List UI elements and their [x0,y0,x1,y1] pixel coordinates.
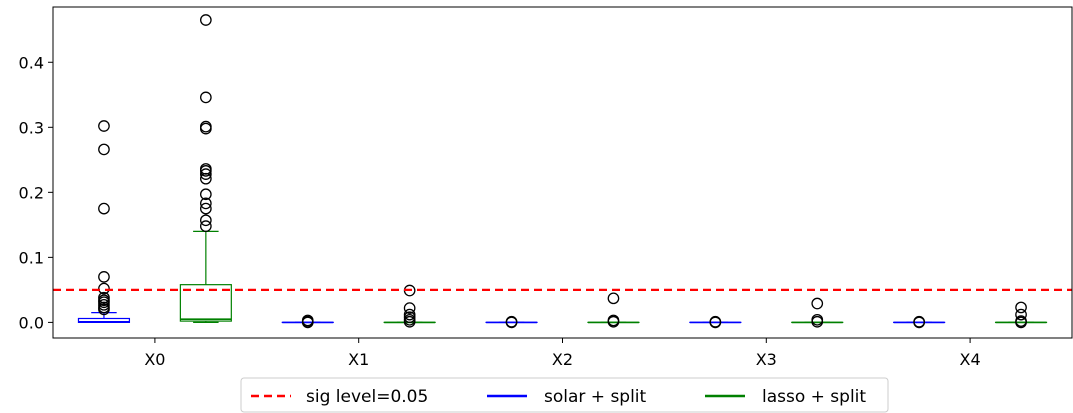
box-iqr [179,284,232,322]
outlier-point [607,292,620,305]
outlier-point [505,316,518,329]
outlier-point [200,197,212,210]
outlier-point [200,122,212,135]
box-lasso-X4 [994,301,1048,329]
outlier-point [200,214,212,227]
outlier-point [98,120,110,132]
box-solar-X0 [77,120,131,323]
x-axis: X0 X1 X2 X3 X4 [144,338,981,369]
outlier-point [200,220,212,232]
outlier-point [709,316,722,329]
outlier-point [811,315,824,328]
y-tick-label: 0.2 [19,183,44,202]
outlier-point [98,202,110,215]
plot-area [53,14,1072,329]
outlier-point [607,315,620,328]
outlier-point [200,202,212,215]
box-solar-X4 [893,315,946,329]
x-tick-label: X3 [756,350,777,369]
legend-label-threshold: sig level=0.05 [306,387,428,407]
box-lasso-X2 [587,292,640,328]
y-tick-label: 0.1 [19,248,44,267]
outlier-point [200,188,212,201]
legend: sig level=0.05 solar + split lasso + spl… [240,377,889,413]
outlier-point [403,302,416,314]
outlier-point [98,143,110,156]
outlier-point [811,297,824,310]
y-tick-label: 0.4 [19,53,44,72]
legend-label-lasso: lasso + split [762,387,866,407]
y-tick-label: 0.0 [19,313,44,332]
x-tick-label: X4 [960,350,981,369]
legend-label-solar: solar + split [544,387,647,407]
outlier-point [200,165,212,177]
box-solar-X3 [689,315,742,329]
box-solar-X1 [281,314,334,329]
y-tick-label: 0.3 [19,118,44,137]
x-tick-label: X1 [348,350,369,369]
outlier-point [301,316,314,329]
outlier-point [200,14,212,26]
outlier-point [98,271,110,283]
outlier-point [200,168,212,180]
legend-frame [240,377,889,413]
outlier-point [403,315,416,328]
x-tick-label: X0 [144,350,165,369]
outlier-point [98,282,110,295]
outlier-point [913,316,926,329]
outlier-point [200,91,212,104]
outlier-point [1015,316,1027,329]
outlier-point [1015,301,1027,314]
box-lasso-X3 [791,297,844,328]
y-axis: 0.0 0.1 0.2 0.3 0.4 [19,53,53,332]
outlier-point [1015,308,1027,321]
box-lasso-X0 [179,14,232,323]
outlier-point [200,172,212,185]
outlier-point [98,303,110,316]
x-tick-label: X2 [552,350,573,369]
box-solar-X2 [485,315,538,329]
box-lasso-X1 [383,284,436,328]
